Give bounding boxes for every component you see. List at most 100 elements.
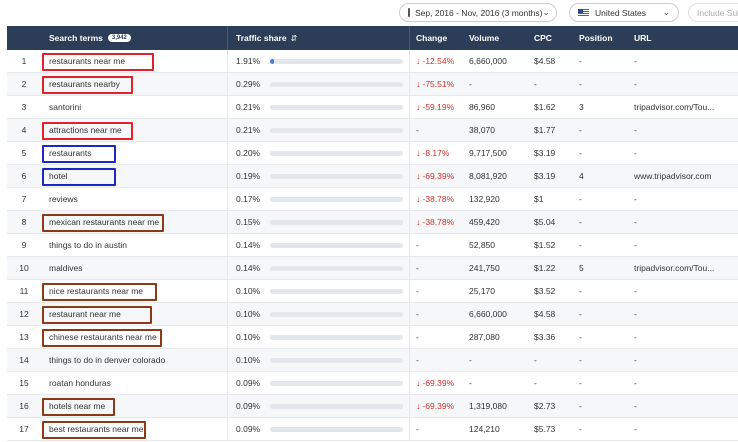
search-term[interactable]: santorini: [49, 102, 82, 112]
search-term[interactable]: attractions near me: [49, 125, 122, 135]
table-row[interactable]: 11 nice restaurants near me 0.10% - 25,1…: [7, 280, 738, 303]
search-term[interactable]: roatan honduras: [49, 378, 111, 388]
search-term-cell[interactable]: hotel: [41, 165, 227, 187]
search-term-cell[interactable]: things to do in denver colorado: [41, 349, 227, 371]
traffic-share-bar: [270, 81, 403, 87]
url-value[interactable]: -: [634, 79, 637, 89]
header-position[interactable]: Position: [579, 33, 613, 43]
traffic-share-value: 0.21%: [236, 102, 261, 112]
search-term[interactable]: restaurants nearby: [49, 79, 120, 89]
traffic-share-cell: 0.21%: [227, 119, 409, 141]
change-cell: ↓ -8.17%: [409, 142, 464, 164]
header-volume[interactable]: Volume: [469, 33, 500, 43]
search-term-cell[interactable]: restaurants near me: [41, 50, 227, 72]
table-header: Search terms 3,942 Traffic share ⇵ Chang…: [7, 26, 738, 50]
search-term[interactable]: chinese restaurants near me: [49, 332, 157, 342]
table-row[interactable]: 5 restaurants 0.20% ↓ -8.17% 9,717,500 $3…: [7, 142, 738, 165]
table-row[interactable]: 4 attractions near me 0.21% - 38,070 $1.…: [7, 119, 738, 142]
search-term[interactable]: maldives: [49, 263, 83, 273]
search-term[interactable]: restaurants near me: [49, 56, 126, 66]
country-dropdown[interactable]: United States ⌄: [569, 3, 679, 22]
url-value[interactable]: -: [634, 148, 637, 158]
search-term-cell[interactable]: restaurants nearby: [41, 73, 227, 95]
volume-value: 132,920: [469, 194, 500, 204]
traffic-share-cell: 0.09%: [227, 418, 409, 440]
volume-value: 9,717,500: [469, 148, 507, 158]
url-value[interactable]: -: [634, 332, 637, 342]
row-number: 12: [19, 309, 29, 319]
row-number: 4: [21, 125, 27, 135]
change-value: -75.51%: [422, 79, 455, 89]
search-term[interactable]: things to do in austin: [49, 240, 127, 250]
search-term[interactable]: things to do in denver colorado: [49, 355, 166, 365]
url-value[interactable]: -: [634, 125, 637, 135]
search-term[interactable]: nice restaurants near me: [49, 286, 144, 296]
url-value[interactable]: -: [634, 401, 637, 411]
include-label: Include Sub: [697, 7, 738, 18]
search-term-cell[interactable]: attractions near me: [41, 119, 227, 141]
search-term-cell[interactable]: restaurant near me: [41, 303, 227, 325]
table-row[interactable]: 2 restaurants nearby 0.29% ↓ -75.51% - - …: [7, 73, 738, 96]
search-term-cell[interactable]: maldives: [41, 257, 227, 279]
url-value[interactable]: -: [634, 240, 637, 250]
url-value[interactable]: www.tripadvisor.com: [634, 171, 712, 181]
volume-value: 86,960: [469, 102, 495, 112]
include-subdomains-toggle[interactable]: Include Sub: [688, 3, 738, 22]
search-term-cell[interactable]: chinese restaurants near me: [41, 326, 227, 348]
table-row[interactable]: 12 restaurant near me 0.10% - 6,660,000 …: [7, 303, 738, 326]
date-range-dropdown[interactable]: Sep, 2016 - Nov, 2016 (3 months) ⌄: [399, 3, 557, 22]
table-row[interactable]: 10 maldives 0.14% - 241,750 $1.22 5 trip…: [7, 257, 738, 280]
url-value[interactable]: -: [634, 309, 637, 319]
sort-icon[interactable]: ⇵: [290, 33, 298, 43]
header-url[interactable]: URL: [634, 33, 652, 43]
url-value[interactable]: -: [634, 424, 637, 434]
change-value: -: [416, 263, 419, 273]
search-term[interactable]: mexican restaurants near me: [49, 217, 160, 227]
header-search-terms[interactable]: Search terms 3,942: [41, 26, 227, 50]
table-row[interactable]: 6 hotel 0.19% ↓ -69.39% 8,081,920 $3.19 4…: [7, 165, 738, 188]
traffic-share-cell: 0.09%: [227, 372, 409, 394]
table-row[interactable]: 16 hotels near me 0.09% ↓ -69.39% 1,319,0…: [7, 395, 738, 418]
table-row[interactable]: 7 reviews 0.17% ↓ -38.78% 132,920 $1 - -: [7, 188, 738, 211]
search-term[interactable]: hotels near me: [49, 401, 106, 411]
search-term[interactable]: restaurants: [49, 148, 92, 158]
url-value[interactable]: -: [634, 378, 637, 388]
table-row[interactable]: 15 roatan honduras 0.09% ↓ -69.39% - - - …: [7, 372, 738, 395]
search-term-cell[interactable]: mexican restaurants near me: [41, 211, 227, 233]
search-term-cell[interactable]: hotels near me: [41, 395, 227, 417]
search-term-cell[interactable]: nice restaurants near me: [41, 280, 227, 302]
search-term-cell[interactable]: best restaurants near me: [41, 418, 227, 440]
table-row[interactable]: 3 santorini 0.21% ↓ -59.19% 86,960 $1.62 …: [7, 96, 738, 119]
table-row[interactable]: 9 things to do in austin 0.14% - 52,850 …: [7, 234, 738, 257]
traffic-share-cell: 1.91%: [227, 50, 409, 72]
url-value[interactable]: -: [634, 56, 637, 66]
search-term-cell[interactable]: reviews: [41, 188, 227, 210]
search-term-cell[interactable]: restaurants: [41, 142, 227, 164]
volume-value: 6,660,000: [469, 309, 507, 319]
traffic-share-value: 0.09%: [236, 424, 261, 434]
search-term[interactable]: hotel: [49, 171, 68, 181]
url-value[interactable]: -: [634, 286, 637, 296]
table-row[interactable]: 8 mexican restaurants near me 0.15% ↓ -38…: [7, 211, 738, 234]
search-term-cell[interactable]: santorini: [41, 96, 227, 118]
row-number: 11: [19, 286, 29, 296]
url-value[interactable]: tripadvisor.com/Tou...: [634, 263, 715, 273]
search-term-cell[interactable]: things to do in austin: [41, 234, 227, 256]
search-term-cell[interactable]: roatan honduras: [41, 372, 227, 394]
url-value[interactable]: -: [634, 355, 637, 365]
search-term[interactable]: best restaurants near me: [49, 424, 144, 434]
search-term[interactable]: reviews: [49, 194, 78, 204]
position-value: -: [579, 424, 582, 434]
change-value: -: [416, 286, 419, 296]
header-change[interactable]: Change: [409, 26, 464, 50]
header-cpc[interactable]: CPC: [534, 33, 552, 43]
table-row[interactable]: 14 things to do in denver colorado 0.10%…: [7, 349, 738, 372]
url-value[interactable]: tripadvisor.com/Tou...: [634, 102, 715, 112]
header-traffic-share[interactable]: Traffic share ⇵: [227, 26, 409, 50]
table-row[interactable]: 1 restaurants near me 1.91% ↓ -12.54% 6,6…: [7, 50, 738, 73]
search-term[interactable]: restaurant near me: [49, 309, 121, 319]
url-value[interactable]: -: [634, 217, 637, 227]
table-row[interactable]: 17 best restaurants near me 0.09% - 124,…: [7, 418, 738, 441]
url-value[interactable]: -: [634, 194, 637, 204]
table-row[interactable]: 13 chinese restaurants near me 0.10% - 2…: [7, 326, 738, 349]
